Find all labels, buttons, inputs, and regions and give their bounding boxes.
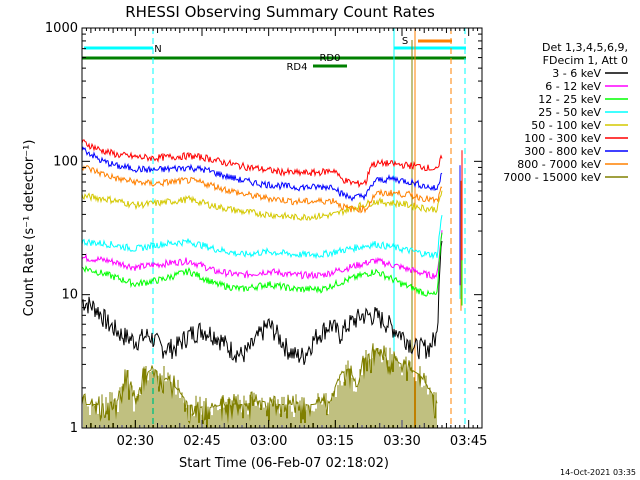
- series-line: [81, 230, 443, 280]
- x-tick-label: 02:45: [183, 434, 220, 449]
- legend-header: Det 1,3,4,5,6,9,: [542, 41, 628, 54]
- legend-entry: 12 - 25 keV: [538, 93, 601, 106]
- flag-label: S: [402, 36, 408, 47]
- series-line: [81, 146, 443, 202]
- legend-header: FDecim 1, Att 0: [543, 54, 628, 67]
- series-line: [81, 190, 443, 222]
- chart-title: RHESSI Observing Summary Count Rates: [125, 3, 435, 21]
- y-tick-label: 100: [53, 154, 78, 169]
- flag-label: RD4: [286, 62, 307, 73]
- legend-entry: 50 - 100 keV: [531, 119, 601, 132]
- legend-entry: 100 - 300 keV: [524, 132, 601, 145]
- series-layer: [81, 139, 443, 428]
- y-tick-label: 10: [61, 288, 78, 303]
- legend-entry: 7000 - 15000 keV: [503, 171, 601, 184]
- x-axis-label: Start Time (06-Feb-07 02:18:02): [179, 456, 389, 471]
- y-tick-label: 1000: [45, 21, 78, 36]
- x-tick-label: 03:15: [317, 434, 354, 449]
- series-line: [81, 232, 443, 297]
- series-line: [81, 215, 443, 260]
- legend-entry: 25 - 50 keV: [538, 106, 601, 119]
- y-axis-label: Count Rate (s⁻¹ detector⁻¹): [22, 140, 37, 317]
- series-line: [81, 241, 443, 365]
- y-tick-label: 1: [70, 421, 78, 436]
- legend-entry: 6 - 12 keV: [545, 80, 601, 93]
- series-line: [81, 165, 443, 214]
- series-line: [81, 139, 443, 189]
- legend-entry: 800 - 7000 keV: [517, 158, 601, 171]
- legend-entry: 3 - 6 keV: [552, 67, 601, 80]
- legend: Det 1,3,4,5,6,9,FDecim 1, Att 03 - 6 keV…: [503, 41, 628, 184]
- x-tick-label: 02:30: [117, 434, 154, 449]
- x-axis: 02:30 02:45 03:00 03:15 03:30 03:45: [81, 28, 487, 449]
- flag-label: RD0: [319, 53, 340, 64]
- legend-entry: 300 - 800 keV: [524, 145, 601, 158]
- post-flare-spikes: [459, 150, 463, 311]
- y-axis: 1 10 100 1000: [45, 21, 482, 436]
- x-tick-label: 03:00: [250, 434, 287, 449]
- x-tick-label: 03:45: [450, 434, 487, 449]
- timestamp: 14-Oct-2021 03:35: [560, 468, 636, 477]
- plot-frame: [81, 27, 483, 429]
- flag-label: N: [154, 44, 161, 55]
- x-tick-label: 03:30: [383, 434, 420, 449]
